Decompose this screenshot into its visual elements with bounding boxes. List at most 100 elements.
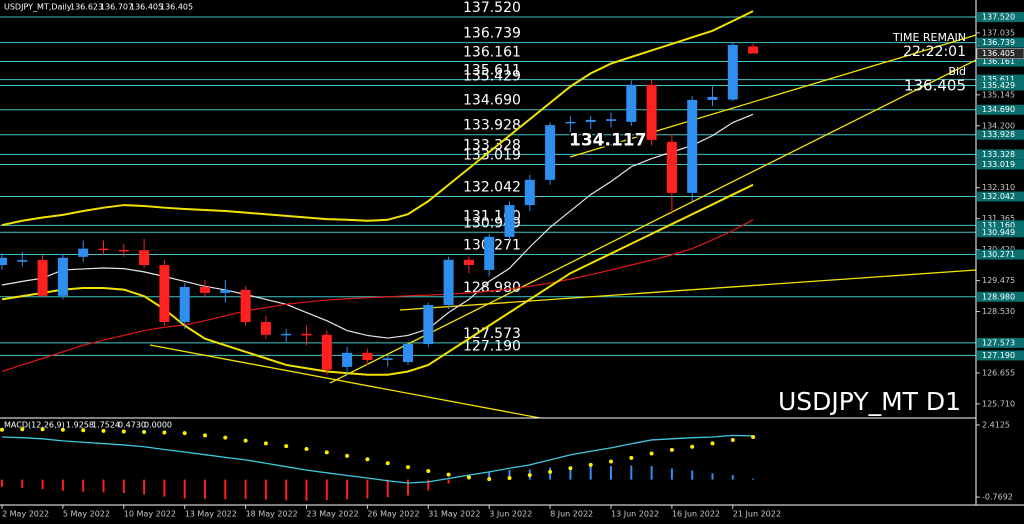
candle-body [646, 84, 657, 140]
candle-body [17, 260, 28, 262]
histogram-bar [589, 466, 592, 480]
histogram-bar [143, 479, 146, 495]
level-box-label: 134.690 [982, 105, 1015, 114]
level-box-label: 132.042 [982, 192, 1015, 201]
candle-body [362, 352, 373, 361]
level-box [977, 12, 1024, 23]
histogram-bar [752, 478, 755, 480]
y-tick-label: 135.145 [982, 90, 1015, 99]
level-box-label: 133.019 [982, 160, 1015, 169]
candle-body [301, 333, 312, 336]
readout-open: 136.623 [70, 3, 103, 12]
level-box [977, 129, 1024, 140]
level-box [977, 337, 1024, 348]
histogram-bar [407, 479, 409, 496]
candle-body [403, 343, 413, 362]
trend-line [399, 269, 977, 311]
y-tick-label: 137.035 [982, 28, 1015, 37]
histogram-bar [102, 479, 105, 493]
level-label: 132.042 [463, 179, 521, 195]
moving-average [1, 113, 754, 339]
y-tick-label: 128.530 [982, 307, 1015, 316]
x-tick-label: 13 Jun 2022 [611, 510, 659, 519]
signal-dot [20, 427, 25, 432]
readout-low: 136.405 [130, 3, 163, 12]
level-box-label: 133.928 [982, 130, 1015, 139]
signal-dot [223, 435, 228, 440]
signal-dot [385, 461, 390, 466]
readout-high: 136.707 [100, 3, 133, 12]
histogram-bar [82, 479, 85, 492]
x-tick-label: 26 May 2022 [367, 510, 419, 519]
level-box-label: 136.739 [982, 38, 1015, 47]
candle-body [200, 286, 210, 293]
histogram-bar [650, 466, 653, 480]
level-label: 135.429 [463, 69, 521, 85]
candle-body [666, 141, 677, 193]
level-box [977, 74, 1024, 85]
candle-body [707, 96, 718, 100]
signal-dot [40, 427, 45, 432]
macd-line [1, 434, 754, 484]
candle-body [342, 352, 353, 367]
histogram-bar [1, 479, 3, 487]
histogram-bar [183, 479, 186, 499]
histogram-bar [670, 468, 673, 480]
signal-dot [487, 477, 492, 482]
histogram-bar [731, 475, 734, 480]
candle-body [118, 249, 129, 252]
level-box-label: 128.980 [982, 292, 1015, 301]
candle-body [78, 248, 89, 257]
moving-average [1, 183, 754, 376]
annotation: 134.117 [569, 131, 646, 151]
histogram-bar [61, 479, 64, 491]
candle-body [585, 119, 596, 122]
histogram-bar [122, 479, 125, 493]
chart-title: USDJPY_MT,Daily [4, 3, 72, 12]
signal-dot [263, 441, 268, 446]
y-tick-label: 134.200 [982, 121, 1015, 130]
candle-body [727, 44, 738, 100]
histogram-bar [569, 466, 572, 480]
histogram-bar [224, 479, 227, 500]
x-tick-label: 13 May 2022 [185, 510, 237, 519]
signal-dot [507, 476, 512, 481]
level-label: 133.328 [463, 137, 521, 153]
signal-dot [162, 430, 167, 435]
candle-body [260, 322, 271, 335]
level-label: 135.611 [463, 63, 521, 79]
candle-body [240, 289, 251, 323]
level-box [977, 350, 1024, 361]
candle-body [748, 46, 759, 54]
level-box [977, 191, 1024, 202]
histogram-bar [610, 466, 612, 480]
histogram-bar [386, 479, 389, 498]
candle-body [321, 334, 332, 370]
level-box-label: 127.190 [982, 351, 1015, 360]
signal-dot [588, 462, 593, 467]
histogram-bar [21, 479, 24, 488]
signal-dot [203, 433, 207, 438]
signal-dot [548, 469, 553, 474]
level-label: 133.928 [463, 118, 521, 134]
y-tick-label: 129.475 [982, 276, 1015, 285]
histogram-bar [163, 479, 166, 497]
candle-body [98, 248, 109, 251]
level-label: 136.161 [463, 45, 521, 61]
histogram-bar [264, 479, 267, 500]
histogram-bar [305, 479, 308, 501]
candle-body [57, 257, 68, 296]
signal-dot [629, 455, 634, 460]
indicator-readout: 1.7524 [92, 421, 120, 430]
signal-dot [101, 428, 106, 433]
signal-dot [406, 465, 410, 470]
candle-body [159, 265, 170, 323]
level-box-label: 137.520 [982, 13, 1015, 22]
level-box-label: 130.271 [982, 250, 1015, 259]
level-label: 127.190 [463, 338, 521, 354]
candle-body [0, 257, 7, 266]
y-tick-label: 2.4125 [982, 420, 1010, 429]
signal-dot [0, 427, 4, 432]
y-tick-label: -0.7692 [982, 493, 1013, 502]
trend-line [569, 34, 977, 158]
